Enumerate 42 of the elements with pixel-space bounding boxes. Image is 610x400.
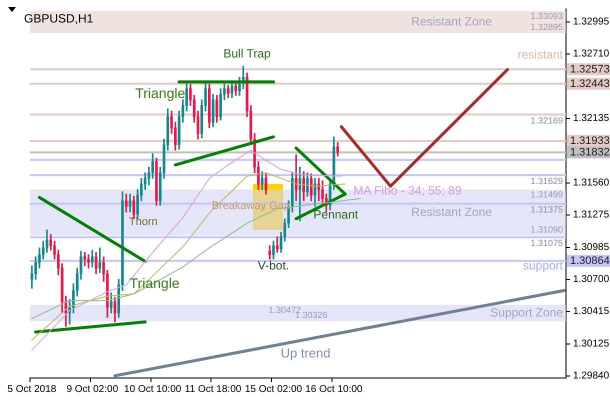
ref-line-label: 1.31933 <box>570 135 610 148</box>
x-tick-label: 9 Oct 02:00 <box>66 384 119 395</box>
band-label: Resistant Zone <box>411 14 492 28</box>
y-tick-label: 1.31560 <box>573 178 610 189</box>
ref-line-label: 1.31832 <box>570 146 610 158</box>
x-tick-label: 5 Oct 2018 <box>7 384 57 395</box>
x-tick-label: 10 Oct 10:00 <box>124 384 182 395</box>
ref-line-label: 1.31375 <box>530 204 563 215</box>
band-label: Resistant Zone <box>411 204 492 219</box>
y-tick-label: 1.32135 <box>573 113 610 124</box>
y-tick-label: 1.32995 <box>573 16 610 28</box>
band-label: Support Zone <box>490 305 564 320</box>
ref-line-label: 1.32443 <box>570 78 610 90</box>
annotation: V-bot. <box>258 258 290 272</box>
annotation: 1.31090 <box>530 224 563 235</box>
ref-line-label: 1.31075 <box>530 238 563 248</box>
x-tick-label: 15 Oct 02:00 <box>244 384 303 395</box>
annotation: Up trend <box>280 346 330 361</box>
y-tick-label: 1.31275 <box>573 210 610 221</box>
ref-line-label: 1.31629 <box>530 176 563 186</box>
x-tick-label: 16 Oct 10:00 <box>305 384 363 395</box>
annotation: MA Fibo - 34; 55; 89 <box>353 183 462 198</box>
annotation: Triangle <box>135 84 186 101</box>
ref-line-label: 1.32169 <box>530 116 563 126</box>
annotation: Bull Trap <box>223 46 272 60</box>
y-tick-label: 1.30415 <box>573 306 610 318</box>
y-tick-label: 1.30125 <box>573 338 610 350</box>
annotation: 1.32895 <box>530 22 563 32</box>
ref-line-label: 1.30864 <box>570 254 610 267</box>
annotation: 1.33093 <box>530 10 563 21</box>
y-tick-label: 1.30700 <box>573 274 610 286</box>
ref-line-label: 1.32573 <box>570 63 610 76</box>
y-tick-label: 1.30985 <box>573 242 610 254</box>
annotation: support <box>522 258 564 272</box>
y-tick-label: 1.29840 <box>573 370 610 382</box>
annotation: Thorn <box>128 216 158 228</box>
annotation: Pennant <box>313 207 359 222</box>
annotation: resistant <box>518 47 564 62</box>
y-tick-label: 1.32710 <box>573 48 610 60</box>
chart-title: GBPUSD,H1 <box>24 11 94 26</box>
x-tick-label: 11 Oct 18:00 <box>184 384 242 395</box>
annotation: 1.31499 <box>530 190 563 200</box>
